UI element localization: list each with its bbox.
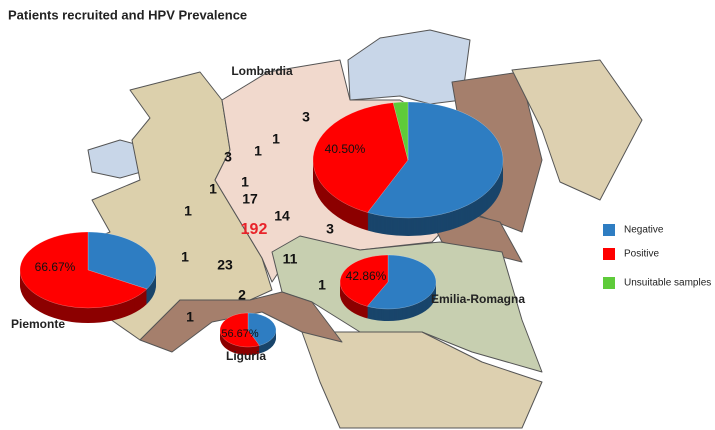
province-count: 3 — [326, 221, 334, 237]
province-count: 1 — [241, 174, 249, 190]
pie-label: 42.86% — [346, 269, 387, 283]
legend-swatch — [603, 277, 615, 289]
legend-label: Negative — [624, 225, 664, 236]
region-liguria-shape — [139, 291, 343, 353]
legend-swatch — [603, 224, 615, 236]
pie-slice — [366, 254, 437, 310]
province-count: 23 — [217, 257, 233, 273]
province-count: 3 — [224, 149, 232, 165]
pie-slice — [219, 312, 260, 348]
legend-label: Unsuitable samples — [624, 278, 711, 289]
region-name: Liguria — [226, 349, 266, 363]
region-tuscany-shape — [301, 331, 543, 429]
province-count: 1 — [254, 143, 262, 159]
province-count: 1 — [181, 249, 189, 265]
pie-slice — [247, 312, 277, 346]
province-count: 17 — [242, 191, 258, 207]
pie-label: 40.50% — [325, 142, 366, 156]
pie-label: 66.67% — [35, 260, 76, 274]
province-count: 1 — [186, 309, 194, 325]
region-name: Lombardia — [231, 64, 293, 78]
province-count: 11 — [283, 251, 298, 267]
province-count: 1 — [184, 203, 192, 219]
pie-label: 56.67% — [221, 328, 259, 340]
pie-slice — [19, 231, 148, 309]
province-count: 1 — [318, 277, 326, 293]
province-count: 1 — [272, 131, 280, 147]
legend-swatch — [603, 248, 615, 260]
province-count: 14 — [274, 208, 290, 224]
pie-slice — [367, 101, 504, 219]
region-north — [347, 29, 471, 105]
chart-title: Patients recruited and HPV Prevalence — [8, 7, 247, 22]
province-count: 3 — [302, 109, 310, 125]
region-name: Piemonte — [11, 317, 65, 331]
pie-slice — [392, 101, 409, 161]
region-total: 192 — [241, 221, 268, 238]
region-name: Emilia-Romagna — [431, 292, 525, 306]
legend-label: Positive — [624, 249, 659, 260]
region-friuli-shape — [511, 59, 643, 201]
map-regions — [61, 29, 643, 429]
pie-slice — [87, 231, 157, 290]
province-count: 1 — [209, 181, 217, 197]
pie-slice — [339, 254, 389, 307]
province-count: 2 — [238, 287, 246, 303]
pie-slice — [312, 102, 409, 213]
